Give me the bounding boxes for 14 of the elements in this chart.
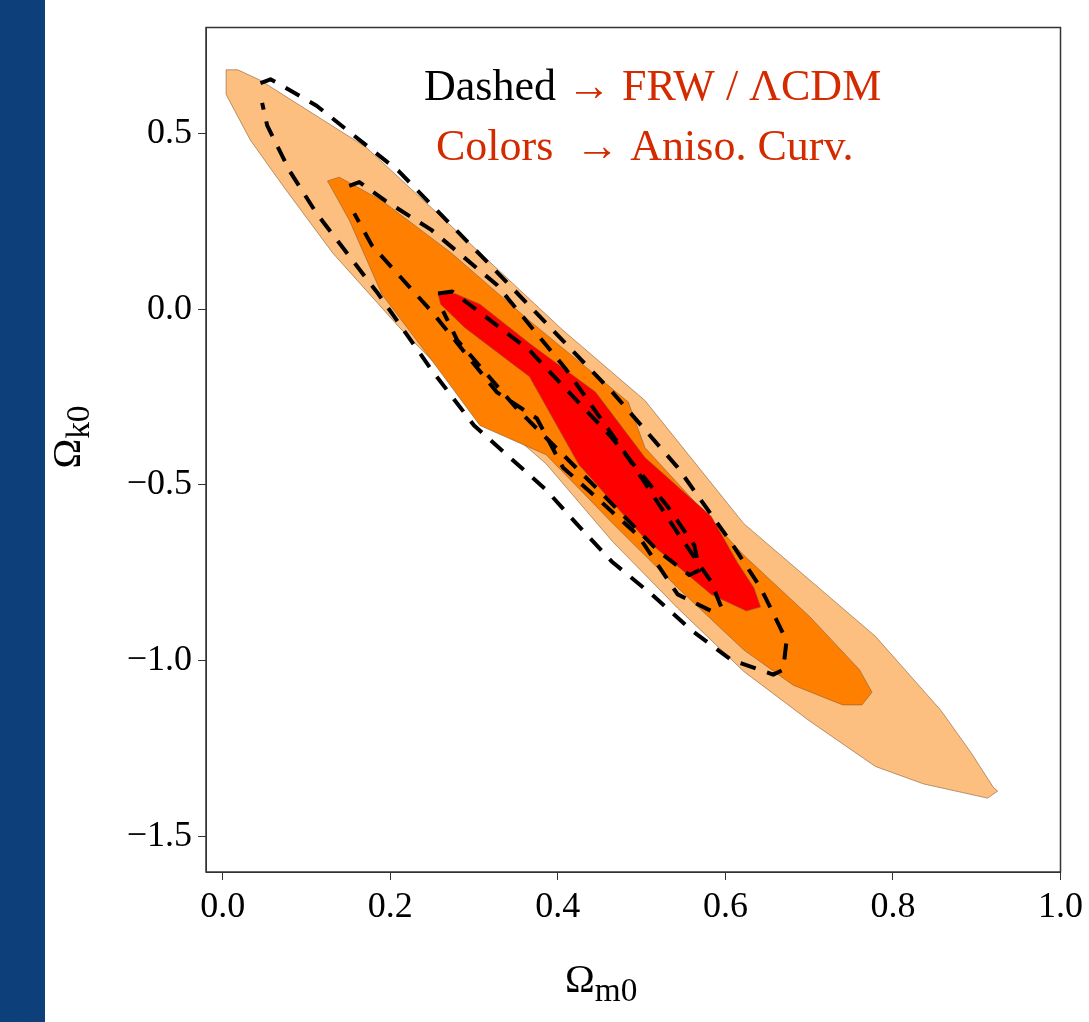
y-tick-label: −1.0: [126, 638, 192, 679]
x-tick-label: 1.0: [1038, 885, 1083, 926]
y-tick-label: −1.5: [126, 814, 192, 855]
y-tick-label: 0.0: [147, 286, 192, 327]
annotation: Dashed → FRW / ΛCDM: [424, 60, 882, 110]
x-tick-label: 0.0: [200, 885, 246, 926]
x-tick-label: 0.4: [535, 885, 581, 926]
x-tick-label: 0.8: [870, 885, 916, 926]
annotation: Colors → Aniso. Curv.: [436, 120, 854, 170]
x-axis-title: Ω$_{m0}$: [565, 955, 638, 1009]
x-tick-label: 0.2: [367, 885, 413, 926]
x-tick-label: 0.6: [702, 885, 748, 926]
y-tick-label: −0.5: [126, 462, 192, 503]
y-tick-label: 0.5: [147, 110, 192, 151]
